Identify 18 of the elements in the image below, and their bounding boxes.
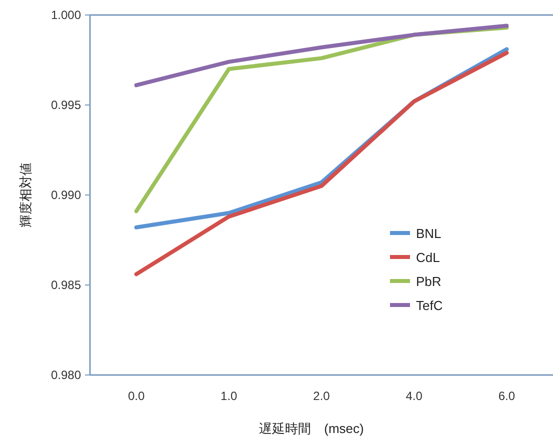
y-tick-label: 0.980 <box>50 368 82 382</box>
y-axis-title: 輝度相対値 <box>18 162 33 228</box>
x-tick-label: 6.0 <box>498 389 516 403</box>
x-tick-label: 2.0 <box>313 389 330 403</box>
x-tick-label: 4.0 <box>406 389 423 403</box>
legend-label: PbR <box>416 274 442 289</box>
y-tick-label: 0.990 <box>50 188 82 202</box>
y-tick-label: 0.995 <box>50 98 82 112</box>
x-tick-label: 1.0 <box>220 389 238 403</box>
line-series <box>134 50 509 276</box>
legend-label: BNL <box>416 226 442 241</box>
x-axis-title: 遅延時間 (msec) <box>259 421 364 436</box>
legend-label: TefC <box>416 298 443 313</box>
line-series <box>134 24 509 88</box>
x-tick-label: 0.0 <box>128 389 145 403</box>
legend-label: CdL <box>416 250 440 265</box>
y-tick-label: 0.985 <box>50 278 82 292</box>
y-tick-label: 1.000 <box>50 8 82 22</box>
